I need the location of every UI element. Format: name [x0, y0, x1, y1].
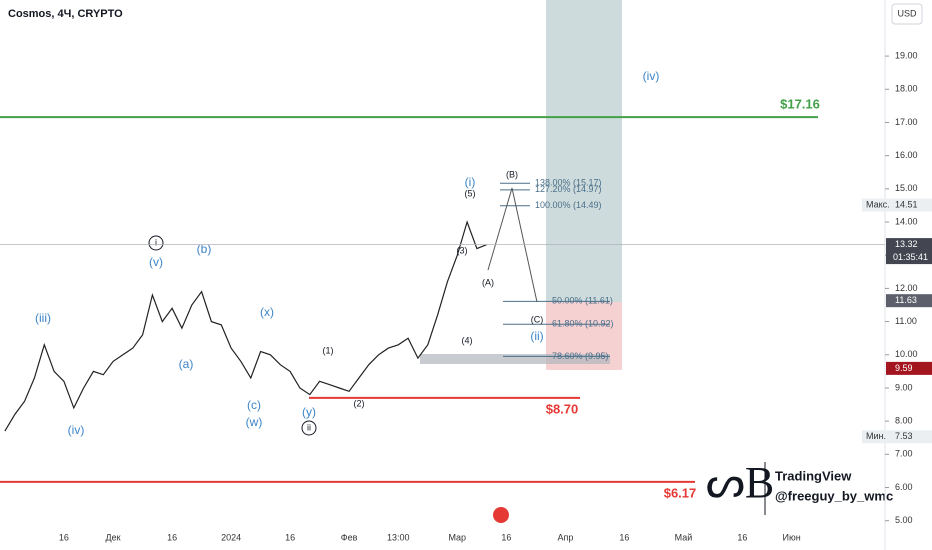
x-tick-label: Фев — [341, 532, 358, 542]
x-tick-label: 16 — [619, 532, 629, 542]
wave: (i) — [465, 175, 476, 189]
level-label: $6.17 — [664, 485, 697, 500]
wave: (b) — [197, 242, 212, 256]
y-tick-label: 12.00 — [895, 283, 918, 293]
wave-circle — [148, 235, 164, 251]
wave: (w) — [246, 415, 263, 429]
wave: (B) — [506, 169, 518, 179]
price-tag — [886, 361, 932, 375]
wave: (C) — [531, 314, 544, 324]
price-tag-box — [862, 198, 886, 212]
price-tag-label: 9.59 — [895, 363, 913, 373]
y-tick-label: 19.00 — [895, 50, 918, 60]
fib-label: 78.60% (9.95) — [552, 351, 609, 361]
currency[interactable]: USD — [897, 8, 917, 18]
price-line — [4, 220, 488, 432]
x-tick-label: 16 — [737, 532, 747, 542]
wave: ii — [307, 422, 311, 432]
wave: (c) — [247, 398, 261, 412]
target-zone — [546, 0, 622, 302]
price-tag — [886, 294, 932, 308]
x-tick-label: 16 — [167, 532, 177, 542]
waves: (iii) (iv) i (v) (b) (a) (x) (c) (w) (1)… — [35, 69, 659, 437]
fib-label: 127.20% (14.97) — [535, 184, 602, 194]
x-tick-label: 16 — [59, 532, 69, 542]
logo: ᔕB — [706, 458, 775, 507]
wave: (5) — [465, 188, 476, 198]
event-icon[interactable] — [493, 507, 509, 523]
price-tag-label: 7.53 — [895, 431, 913, 441]
x-tick-label: Июн — [782, 532, 800, 542]
price-tag-name: Мин. — [866, 431, 886, 441]
x-tick-label: 13:00 — [387, 532, 410, 542]
price-tag-name: Макс. — [866, 199, 890, 209]
author: @freeguy_by_wmc — [775, 488, 893, 503]
x-tick-label: Дек — [106, 532, 121, 542]
plot — [0, 116, 818, 483]
price-tag — [886, 238, 932, 265]
x-tick-label: Май — [675, 532, 693, 542]
wave: (4) — [462, 335, 473, 345]
wave: (2) — [354, 398, 365, 408]
wave: (1) — [323, 345, 334, 355]
wave: (y) — [302, 405, 316, 419]
price-tag-box — [862, 430, 886, 444]
wave: (iv) — [643, 69, 660, 83]
price-tag-label: 11.63 — [895, 295, 917, 305]
y-tick-label: 15.00 — [895, 183, 918, 193]
price-tag-label: 13.32 — [895, 239, 918, 249]
price-tag-label: 14.51 — [895, 199, 918, 209]
wave: (iv) — [68, 423, 85, 437]
y-tick-label: 16.00 — [895, 150, 918, 160]
level-label: $17.16 — [780, 97, 820, 112]
y-tick-label: 5.00 — [895, 515, 913, 525]
wave: (iii) — [35, 311, 51, 325]
projection — [487, 187, 538, 303]
x-tick-label: 2024 — [221, 532, 241, 542]
fib-label: 138.00% (15.17) — [535, 178, 602, 188]
x-tick-label: 16 — [285, 532, 295, 542]
fib-label: 100.00% (14.49) — [535, 200, 602, 210]
x-tick-label: 16 — [501, 532, 511, 542]
x-tick-label: Мар — [448, 532, 466, 542]
currency-box[interactable] — [891, 3, 923, 25]
fib-label: 50.00% (11.61) — [552, 296, 613, 306]
wave: i — [155, 237, 157, 247]
wave: (A) — [482, 277, 494, 287]
y-tick-label: 9.00 — [895, 382, 913, 392]
wave: (x) — [260, 305, 274, 319]
y-tick-label: 8.00 — [895, 416, 913, 426]
x-tick-label: Апр — [557, 532, 573, 542]
brand: TradingView — [775, 468, 852, 483]
y-tick-label: 6.00 — [895, 482, 913, 492]
fib-zone — [420, 354, 610, 364]
y-tick-label: 10.00 — [895, 349, 918, 359]
y-tick-label: 17.00 — [895, 117, 918, 127]
wave-circle — [301, 420, 317, 436]
level-label: $8.70 — [546, 401, 579, 416]
watermark: ᔕB TradingView @freeguy_by_wmc — [706, 458, 893, 515]
wave: (v) — [149, 255, 163, 269]
price-tag — [886, 430, 932, 444]
wave: (a) — [179, 357, 194, 371]
fib-label: 61.80% (10.92) — [552, 319, 614, 329]
wave: (3) — [457, 245, 468, 255]
y-tick-label: 7.00 — [895, 449, 913, 459]
price-tag-sub: 01:35:41 — [893, 252, 928, 262]
y-tick-label: 11.00 — [895, 316, 917, 326]
y-tick-label: 18.00 — [895, 84, 918, 94]
y-tick-label: 14.00 — [895, 216, 918, 226]
price-tag — [886, 198, 932, 212]
wave: (ii) — [530, 329, 543, 343]
symbol: Cosmos, 4Ч, CRYPTO — [8, 8, 123, 20]
